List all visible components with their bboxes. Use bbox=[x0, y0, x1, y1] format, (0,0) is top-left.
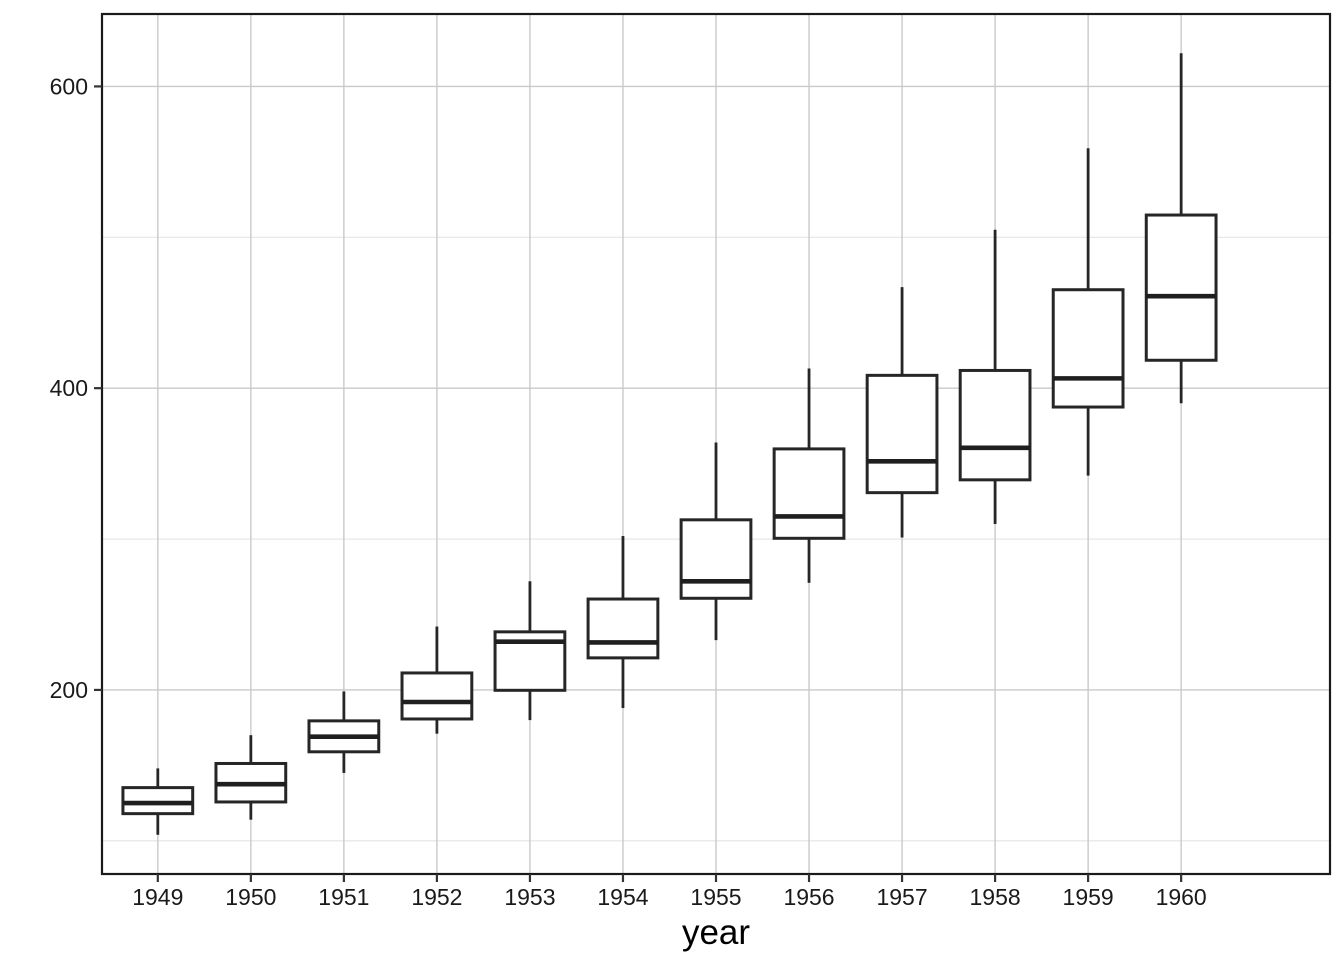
boxplot-1957 bbox=[865, 287, 939, 538]
boxplot-1960 bbox=[1144, 53, 1218, 404]
x-tick-label-1955: 1955 bbox=[690, 884, 741, 910]
boxplot-1954 bbox=[586, 536, 660, 709]
boxplot-1958 bbox=[958, 229, 1032, 524]
y-tick-label-200: 200 bbox=[50, 677, 88, 703]
x-tick-label-1958: 1958 bbox=[970, 884, 1021, 910]
x-tick-label-1949: 1949 bbox=[132, 884, 183, 910]
x-tick-label-1954: 1954 bbox=[597, 884, 648, 910]
boxplot-1949 bbox=[121, 768, 195, 835]
x-tick-label-1952: 1952 bbox=[411, 884, 462, 910]
iqr-box bbox=[1144, 213, 1218, 362]
iqr-box bbox=[400, 671, 474, 721]
x-tick-label-1950: 1950 bbox=[225, 884, 276, 910]
boxplot-1952 bbox=[400, 626, 474, 734]
x-tick-label-1956: 1956 bbox=[783, 884, 834, 910]
iqr-box bbox=[679, 518, 753, 600]
boxplot-1955 bbox=[679, 442, 753, 641]
iqr-box bbox=[1051, 288, 1125, 409]
boxplot-1959 bbox=[1051, 148, 1125, 476]
x-tick-label-1960: 1960 bbox=[1156, 884, 1207, 910]
iqr-box bbox=[958, 368, 1032, 482]
boxplot-1956 bbox=[772, 368, 846, 583]
iqr-box bbox=[121, 786, 195, 816]
x-axis-title: year bbox=[682, 913, 750, 952]
x-tick-label-1959: 1959 bbox=[1063, 884, 1114, 910]
boxplot-1951 bbox=[307, 691, 381, 773]
x-tick-label-1953: 1953 bbox=[504, 884, 555, 910]
iqr-box bbox=[772, 447, 846, 540]
iqr-box bbox=[586, 597, 660, 660]
boxplot-1953 bbox=[493, 581, 567, 721]
iqr-box bbox=[865, 373, 939, 495]
x-tick-label-1951: 1951 bbox=[318, 884, 369, 910]
boxplot-1950 bbox=[214, 735, 288, 820]
y-tick-label-400: 400 bbox=[50, 375, 88, 401]
y-tick-label-600: 600 bbox=[50, 73, 88, 99]
x-tick-label-1957: 1957 bbox=[876, 884, 927, 910]
